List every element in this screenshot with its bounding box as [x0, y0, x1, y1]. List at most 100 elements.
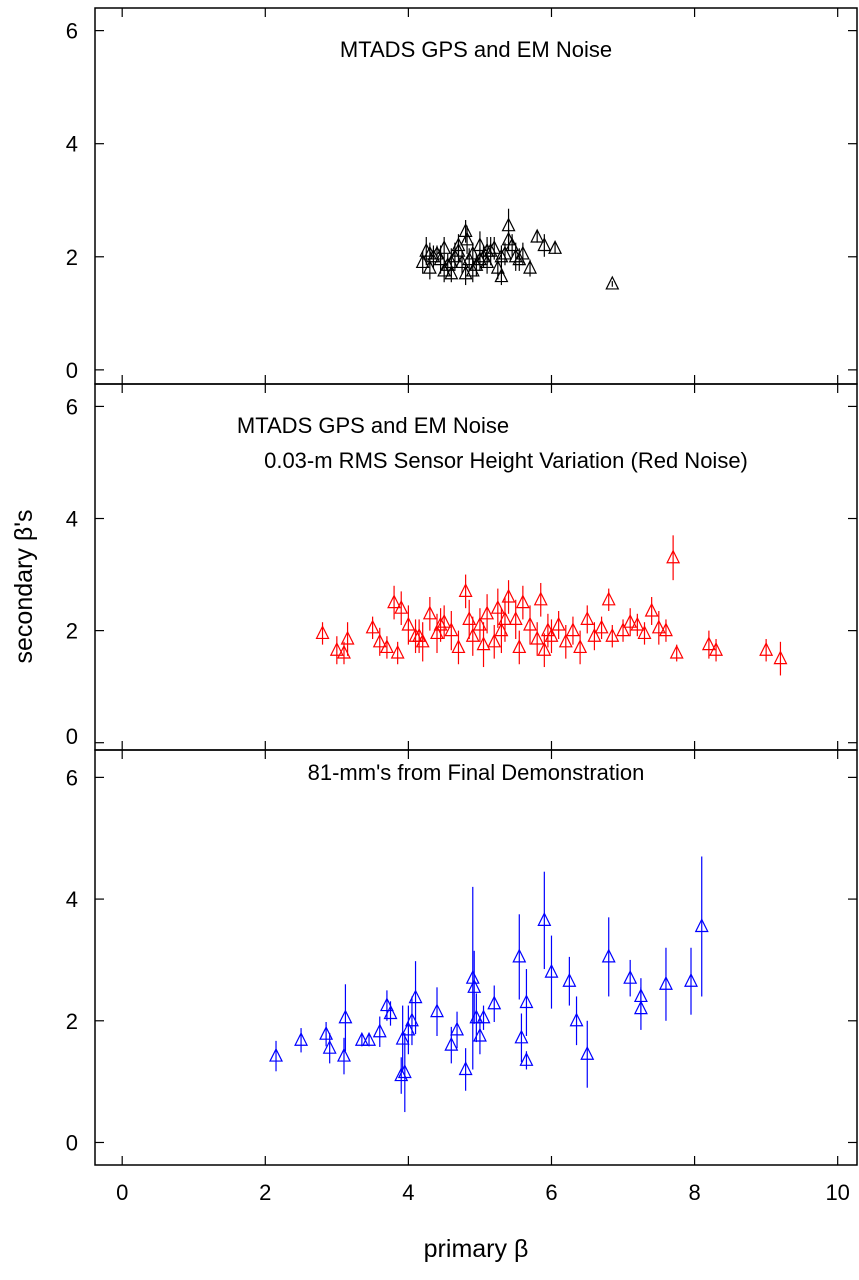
marker [515, 245, 530, 260]
marker [458, 265, 473, 280]
marker [616, 622, 631, 637]
marker [480, 605, 495, 620]
marker [490, 599, 505, 614]
plot-frame [94, 749, 858, 1166]
marker [329, 641, 344, 656]
marker [383, 1005, 398, 1020]
marker [515, 594, 530, 609]
x-tick-label: 10 [825, 1180, 849, 1205]
marker [594, 619, 609, 634]
marker [658, 622, 673, 637]
marker [397, 1064, 412, 1079]
marker [469, 1009, 484, 1024]
marker [467, 978, 482, 993]
marker [494, 248, 509, 263]
marker [394, 599, 409, 614]
y-tick-label: 6 [66, 765, 78, 790]
marker [476, 1009, 491, 1024]
plot-frame [94, 7, 858, 385]
marker [658, 975, 673, 990]
marker [558, 633, 573, 648]
marker [340, 630, 355, 645]
marker [476, 636, 491, 651]
x-tick-label: 0 [116, 1180, 128, 1205]
marker [651, 619, 666, 634]
plot-frame [94, 383, 858, 751]
marker [387, 594, 402, 609]
marker [569, 1012, 584, 1027]
marker [379, 639, 394, 654]
panel-title: MTADS GPS and EM Noise [237, 413, 509, 438]
marker [580, 611, 595, 626]
y-tick-label: 0 [66, 1130, 78, 1155]
marker [433, 616, 448, 631]
marker [508, 611, 523, 626]
marker [451, 639, 466, 654]
marker [337, 1047, 351, 1062]
marker [580, 1045, 595, 1060]
marker [487, 239, 502, 254]
marker [623, 969, 638, 984]
marker [362, 1031, 377, 1046]
x-axis-label: primary β [424, 1235, 529, 1263]
marker [644, 602, 659, 617]
marker [444, 622, 459, 637]
marker [637, 625, 652, 640]
marker [472, 1027, 487, 1042]
y-tick-label: 4 [66, 132, 78, 157]
marker [630, 616, 645, 631]
marker [565, 622, 580, 637]
marker [684, 972, 698, 987]
marker [548, 239, 563, 254]
marker [487, 995, 502, 1010]
marker [530, 228, 545, 243]
marker [512, 948, 527, 963]
marker [269, 1047, 283, 1062]
marker [408, 989, 423, 1004]
marker [450, 1021, 465, 1036]
marker [605, 627, 620, 642]
marker [709, 641, 724, 656]
marker [294, 1031, 309, 1046]
x-tick-label: 2 [259, 1180, 271, 1205]
marker [365, 619, 380, 634]
marker [465, 627, 480, 642]
marker [523, 616, 537, 631]
marker [501, 231, 516, 246]
marker [530, 630, 545, 645]
marker [465, 262, 480, 277]
marker [390, 644, 405, 659]
marker [544, 627, 559, 642]
marker [701, 636, 716, 651]
marker [444, 254, 459, 269]
panel-title: 81-mm's from Final Demonstration [308, 760, 645, 785]
y-tick-label: 0 [66, 724, 78, 749]
marker [480, 242, 495, 257]
marker [322, 1039, 337, 1054]
marker [537, 237, 552, 252]
marker [601, 591, 616, 606]
marker [437, 262, 452, 277]
marker [372, 633, 387, 648]
marker [460, 231, 475, 246]
marker [601, 948, 616, 963]
marker [562, 972, 577, 987]
marker [512, 639, 527, 654]
marker [773, 650, 788, 665]
marker [401, 616, 416, 631]
marker [587, 627, 602, 642]
marker [395, 1030, 410, 1045]
y-axis-label: secondary β's [10, 510, 38, 664]
marker [605, 275, 620, 290]
marker [523, 259, 537, 274]
marker [494, 268, 509, 283]
panel-title: MTADS GPS and EM Noise [340, 37, 612, 62]
x-tick-label: 4 [402, 1180, 414, 1205]
marker [498, 611, 512, 626]
marker [514, 1029, 529, 1044]
marker [487, 633, 502, 648]
y-tick-label: 4 [66, 507, 78, 532]
marker [315, 625, 330, 640]
marker [437, 239, 452, 254]
